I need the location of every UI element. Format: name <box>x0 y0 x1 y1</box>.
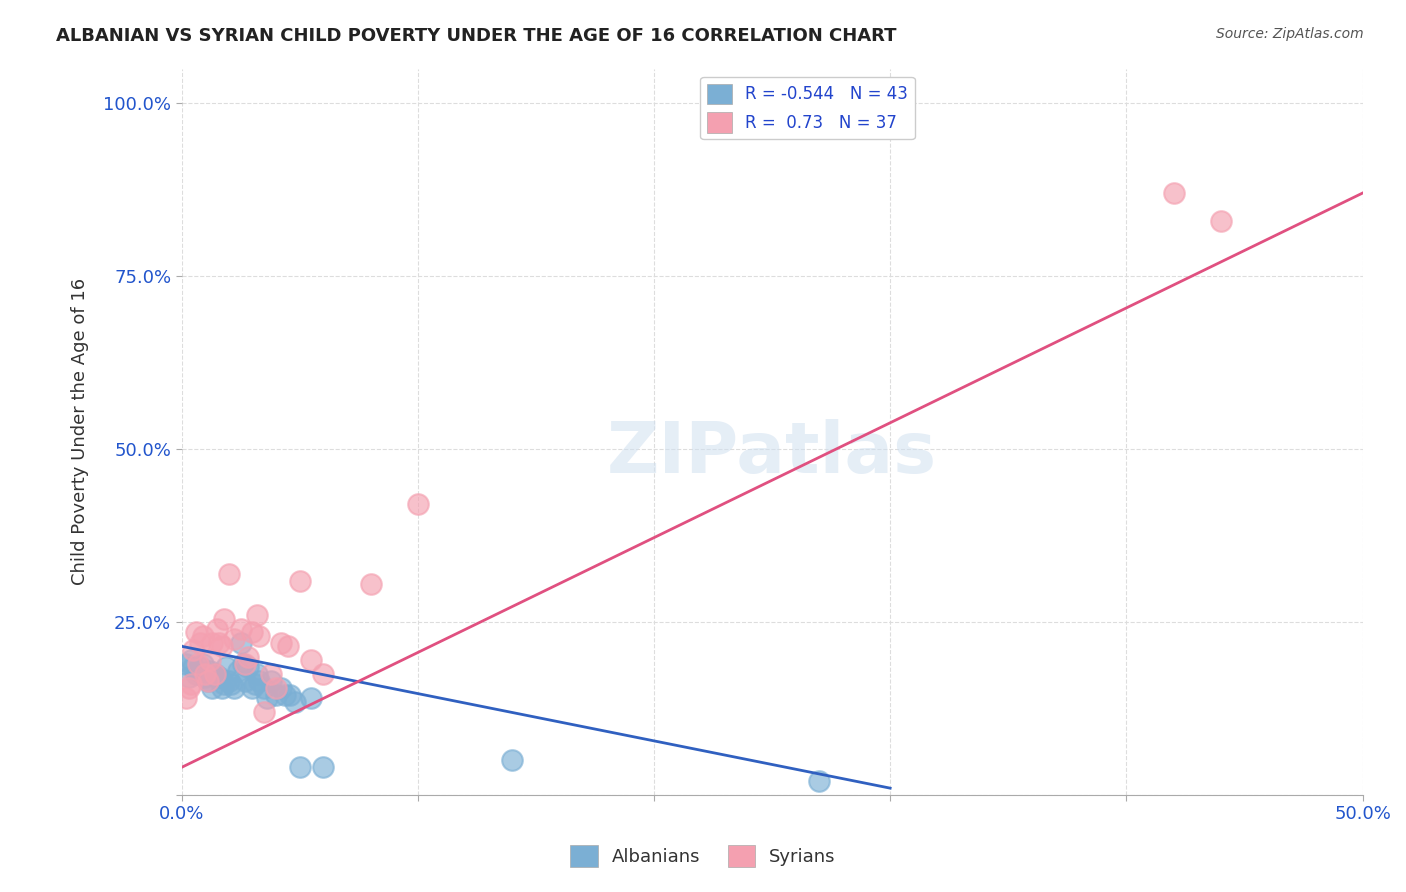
Point <box>288 574 311 588</box>
Legend: R = -0.544   N = 43, R =  0.73   N = 37: R = -0.544 N = 43, R = 0.73 N = 37 <box>700 77 915 139</box>
Point <box>256 691 278 706</box>
Point <box>197 673 219 688</box>
Point <box>301 691 323 706</box>
Point <box>201 681 224 695</box>
Point <box>201 636 224 650</box>
Point <box>260 673 283 688</box>
Point <box>246 667 269 681</box>
Point <box>278 688 301 702</box>
Point <box>277 640 299 654</box>
Point <box>226 664 249 678</box>
Point <box>198 653 221 667</box>
Point <box>180 653 202 667</box>
Point <box>208 636 231 650</box>
Point <box>218 673 240 688</box>
Point <box>174 691 197 706</box>
Point <box>233 673 256 688</box>
Legend: Albanians, Syrians: Albanians, Syrians <box>564 838 842 874</box>
Text: ALBANIAN VS SYRIAN CHILD POVERTY UNDER THE AGE OF 16 CORRELATION CHART: ALBANIAN VS SYRIAN CHILD POVERTY UNDER T… <box>56 27 897 45</box>
Point <box>229 622 252 636</box>
Point <box>249 629 271 643</box>
Point <box>198 664 221 678</box>
Point <box>360 577 382 591</box>
Point <box>270 681 292 695</box>
Point <box>204 667 226 681</box>
Y-axis label: Child Poverty Under the Age of 16: Child Poverty Under the Age of 16 <box>72 278 89 585</box>
Point <box>174 657 197 671</box>
Point <box>233 657 256 671</box>
Point <box>211 640 233 654</box>
Point <box>253 705 276 719</box>
Point <box>212 677 235 691</box>
Point <box>249 673 271 688</box>
Text: Source: ZipAtlas.com: Source: ZipAtlas.com <box>1216 27 1364 41</box>
Point <box>191 629 214 643</box>
Point <box>197 673 219 688</box>
Point <box>232 657 254 671</box>
Point <box>222 632 245 647</box>
Point <box>204 667 226 681</box>
Point <box>208 670 231 684</box>
Point <box>187 657 209 671</box>
Point <box>177 681 200 695</box>
Point <box>236 660 259 674</box>
Point <box>264 688 287 702</box>
Point <box>808 774 831 789</box>
Point <box>205 622 228 636</box>
Point <box>190 660 212 674</box>
Point <box>194 667 217 681</box>
Point <box>183 660 205 674</box>
Point <box>288 760 311 774</box>
Point <box>274 688 297 702</box>
Point <box>191 657 214 671</box>
Point <box>222 681 245 695</box>
Point <box>215 660 238 674</box>
Point <box>406 498 429 512</box>
Point <box>183 642 205 657</box>
Point <box>219 677 242 691</box>
Point <box>194 670 217 684</box>
Point <box>190 636 212 650</box>
Point <box>236 649 259 664</box>
Point <box>312 760 335 774</box>
Point <box>212 612 235 626</box>
Text: ZIPatlas: ZIPatlas <box>607 419 938 488</box>
Point <box>301 653 323 667</box>
Point <box>284 695 307 709</box>
Point <box>264 681 287 695</box>
Point <box>229 636 252 650</box>
Point <box>180 677 202 691</box>
Point <box>177 670 200 684</box>
Point <box>501 754 523 768</box>
Point <box>184 667 207 681</box>
Point <box>1163 186 1185 200</box>
Point <box>205 670 228 684</box>
Point <box>211 681 233 695</box>
Point <box>1209 213 1232 227</box>
Point <box>260 667 283 681</box>
Point <box>242 625 264 640</box>
Point <box>246 608 269 623</box>
Point <box>243 677 266 691</box>
Point <box>187 664 209 678</box>
Point <box>242 681 264 695</box>
Point <box>184 625 207 640</box>
Point <box>218 566 240 581</box>
Point <box>312 667 335 681</box>
Point <box>253 681 276 695</box>
Point <box>270 636 292 650</box>
